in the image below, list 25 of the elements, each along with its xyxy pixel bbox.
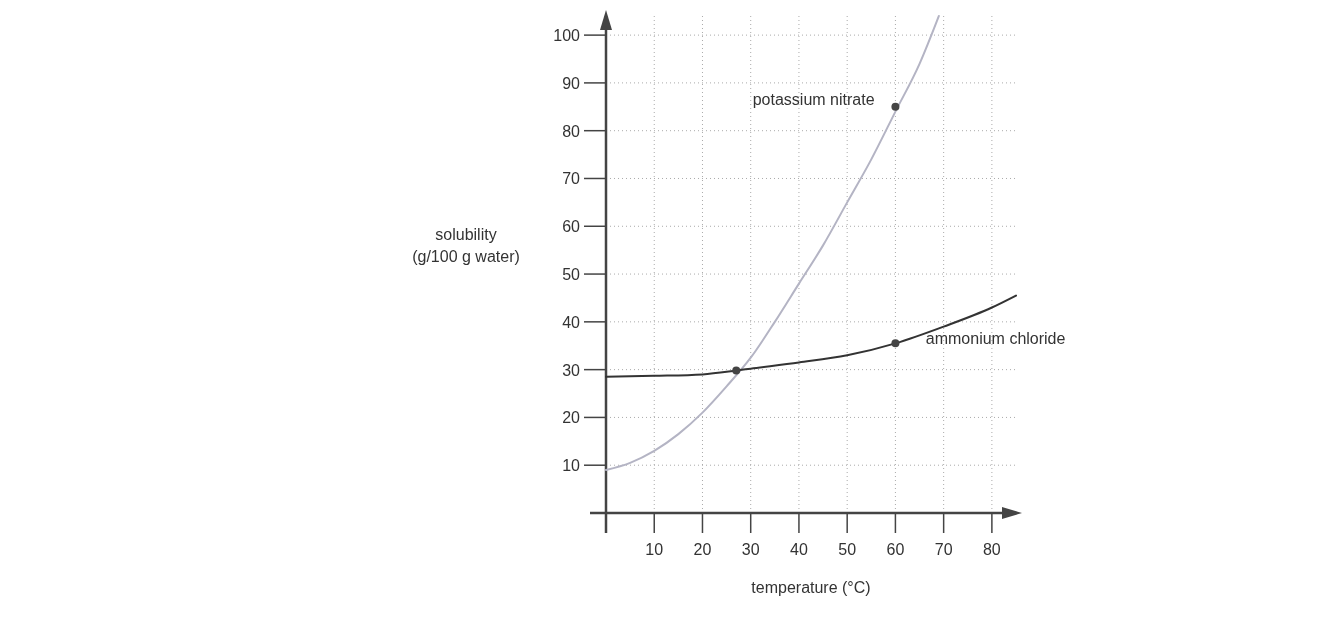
y-tick-label: 50 (562, 266, 581, 284)
y-tick-label: 60 (562, 218, 581, 236)
y-tick-label: 30 (562, 361, 581, 379)
y-axis-title: solubility (g/100 g water) (412, 225, 520, 265)
y-tick-label: 40 (562, 313, 581, 331)
point (732, 366, 741, 375)
point (891, 102, 900, 111)
x-tick-label: 20 (693, 541, 712, 558)
y-tick-label: 80 (562, 122, 581, 140)
y-tick-label: 20 (562, 409, 581, 427)
x-tick-label: 40 (790, 541, 808, 558)
x-tick-label: 70 (934, 541, 953, 558)
x-tick-label: 50 (838, 541, 857, 558)
series-label: potassium nitrate (752, 91, 875, 109)
x-tick-label: 60 (886, 541, 905, 558)
x-tick-label: 10 (645, 541, 664, 558)
x-axis-title: temperature (°C) (751, 579, 871, 596)
x-tick-label: 80 (982, 541, 1001, 558)
series-label: ammonium chloride (925, 330, 1066, 348)
y-tick-label: 70 (562, 170, 581, 188)
y-tick-label: 100 (553, 27, 581, 45)
x-tick-label: 30 (741, 541, 760, 558)
y-tick-label: 10 (562, 457, 581, 475)
y-tick-label: 90 (562, 74, 581, 92)
point (891, 339, 900, 348)
